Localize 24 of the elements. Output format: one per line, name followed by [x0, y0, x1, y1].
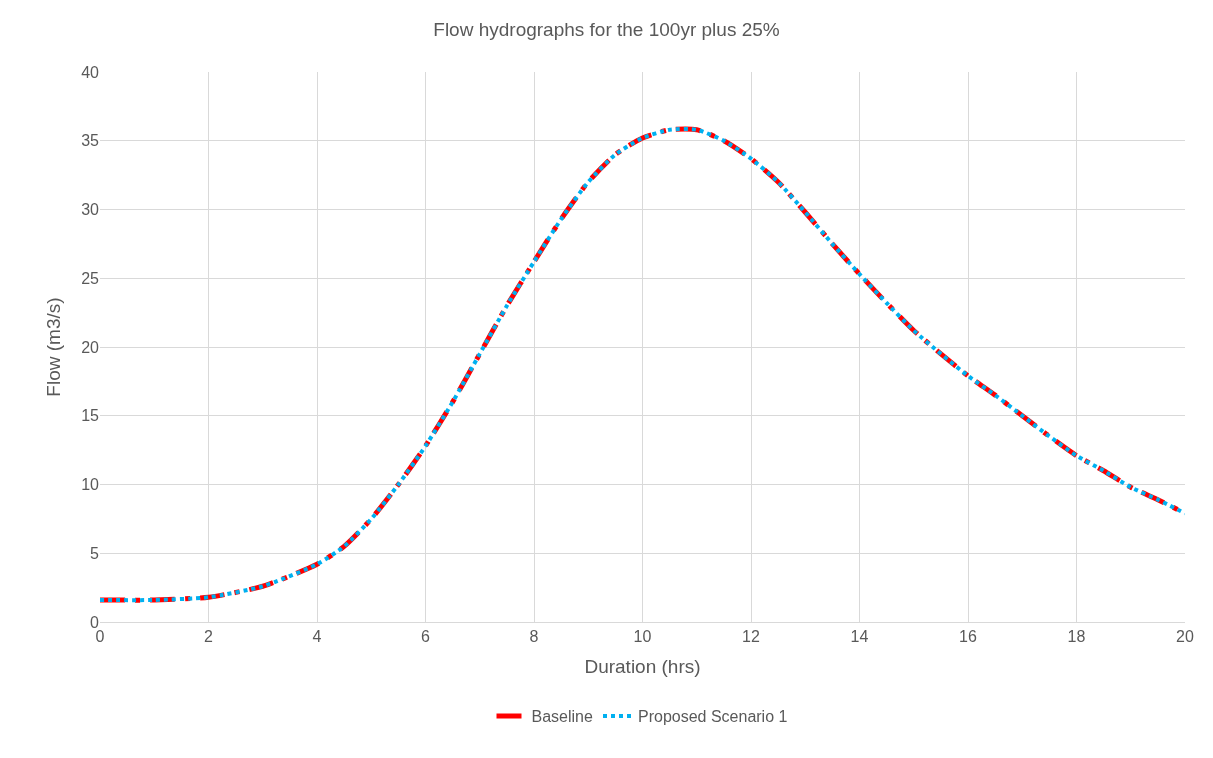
- x-tick-label: 14: [850, 628, 869, 646]
- x-tick-label: 10: [633, 628, 652, 646]
- y-tick-label: 0: [90, 613, 100, 631]
- y-axis-title: Flow (m3/s): [43, 297, 65, 397]
- y-tick-label: 35: [81, 132, 100, 150]
- y-tick-label: 25: [81, 269, 100, 287]
- y-tick-label: 10: [81, 476, 100, 494]
- y-tick-label: 5: [90, 544, 100, 562]
- chart-title: Flow hydrographs for the 100yr plus 25%: [433, 19, 780, 41]
- x-tick-label: 2: [204, 628, 214, 646]
- x-tick-label: 4: [312, 628, 322, 646]
- y-tick-label: 15: [81, 407, 100, 425]
- legend-label: Proposed Scenario 1: [637, 708, 788, 726]
- x-tick-label: 16: [959, 628, 977, 646]
- legend-label: Baseline: [531, 708, 593, 726]
- x-tick-label: 18: [1067, 628, 1086, 646]
- x-axis-title: Duration (hrs): [584, 656, 701, 677]
- x-tick-label: 8: [529, 628, 539, 646]
- x-tick-label: 12: [742, 628, 760, 646]
- x-tick-label: 6: [421, 628, 431, 646]
- y-tick-label: 30: [81, 201, 100, 219]
- y-tick-label: 40: [81, 63, 100, 81]
- x-tick-label: 20: [1176, 628, 1194, 646]
- y-tick-label: 20: [81, 338, 100, 356]
